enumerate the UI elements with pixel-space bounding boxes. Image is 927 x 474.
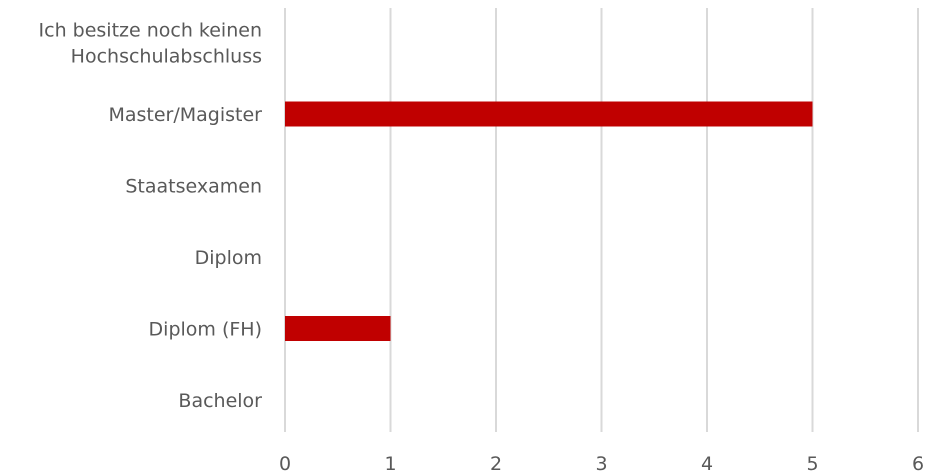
x-tick-label: 0 [279, 453, 291, 474]
x-tick-label: 4 [701, 453, 713, 474]
category-label: Master/Magister [108, 104, 262, 126]
x-tick-label: 1 [384, 453, 396, 474]
x-tick-label: 5 [806, 453, 818, 474]
x-tick-label: 2 [490, 453, 502, 474]
category-label-line: Master/Magister [108, 104, 262, 126]
category-label: Diplom (FH) [149, 319, 262, 341]
category-label-line: Diplom (FH) [149, 319, 262, 341]
category-label-line: Hochschulabschluss [71, 46, 262, 68]
bar [285, 316, 391, 341]
category-label-line: Bachelor [178, 390, 262, 412]
category-label-line: Ich besitze noch keinen [39, 20, 262, 42]
x-tick-label: 6 [912, 453, 924, 474]
category-label: Staatsexamen [125, 176, 262, 198]
x-axis-tick-labels: 0 1 2 3 4 5 6 [279, 453, 924, 474]
category-label: Diplom [195, 247, 262, 269]
bars [285, 101, 813, 341]
category-label: Bachelor [178, 390, 262, 412]
gridlines [284, 8, 919, 432]
category-labels: Ich besitze noch keinen Hochschulabschlus… [39, 20, 263, 413]
bar [285, 101, 813, 127]
category-label: Ich besitze noch keinen Hochschulabschlus… [39, 20, 262, 68]
x-tick-label: 3 [595, 453, 607, 474]
category-label-line: Staatsexamen [125, 176, 262, 198]
category-label-line: Diplom [195, 247, 262, 269]
